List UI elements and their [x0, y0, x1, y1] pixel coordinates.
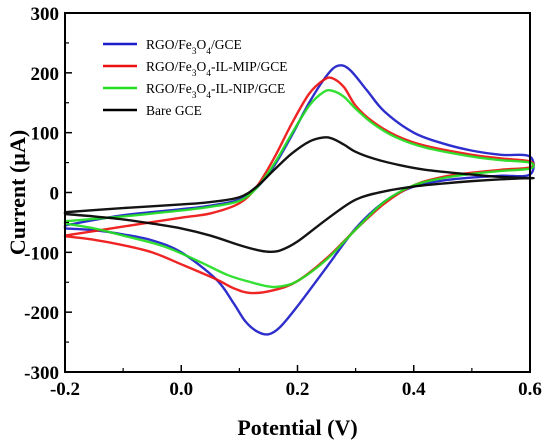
y-tick-label: 100: [31, 124, 60, 145]
legend-label-2: RGO/Fe3O4-IL-NIP/GCE: [146, 81, 285, 101]
legend: RGO/Fe3O4/GCERGO/Fe3O4-IL-MIP/GCERGO/Fe3…: [103, 37, 288, 118]
y-tick-label: -200: [24, 303, 59, 324]
legend-label-0: RGO/Fe3O4/GCE: [146, 37, 242, 57]
y-tick-label: 300: [31, 4, 60, 25]
x-tick-label: 0.4: [402, 379, 426, 400]
y-tick-label: 200: [31, 64, 60, 85]
y-tick-label: 0: [50, 184, 60, 205]
x-tick-label: 0.6: [518, 379, 542, 400]
x-tick-label: 0.0: [169, 379, 193, 400]
series-line-3: [63, 136, 535, 254]
y-axis-title: Current (µA): [5, 130, 30, 255]
legend-label-1: RGO/Fe3O4-IL-MIP/GCE: [146, 59, 288, 79]
x-tick-label: -0.2: [50, 379, 80, 400]
legend-label-3: Bare GCE: [146, 103, 202, 118]
x-axis-title: Potential (V): [237, 415, 357, 440]
y-tick-label: -300: [24, 363, 59, 384]
axes-layer: -0.2 0.0 0.2 0.4 0.6 300 200 100 0 -100 -200 -300: [24, 4, 542, 400]
x-tick-label: 0.2: [286, 379, 310, 400]
y-tick-label: -100: [24, 243, 59, 264]
